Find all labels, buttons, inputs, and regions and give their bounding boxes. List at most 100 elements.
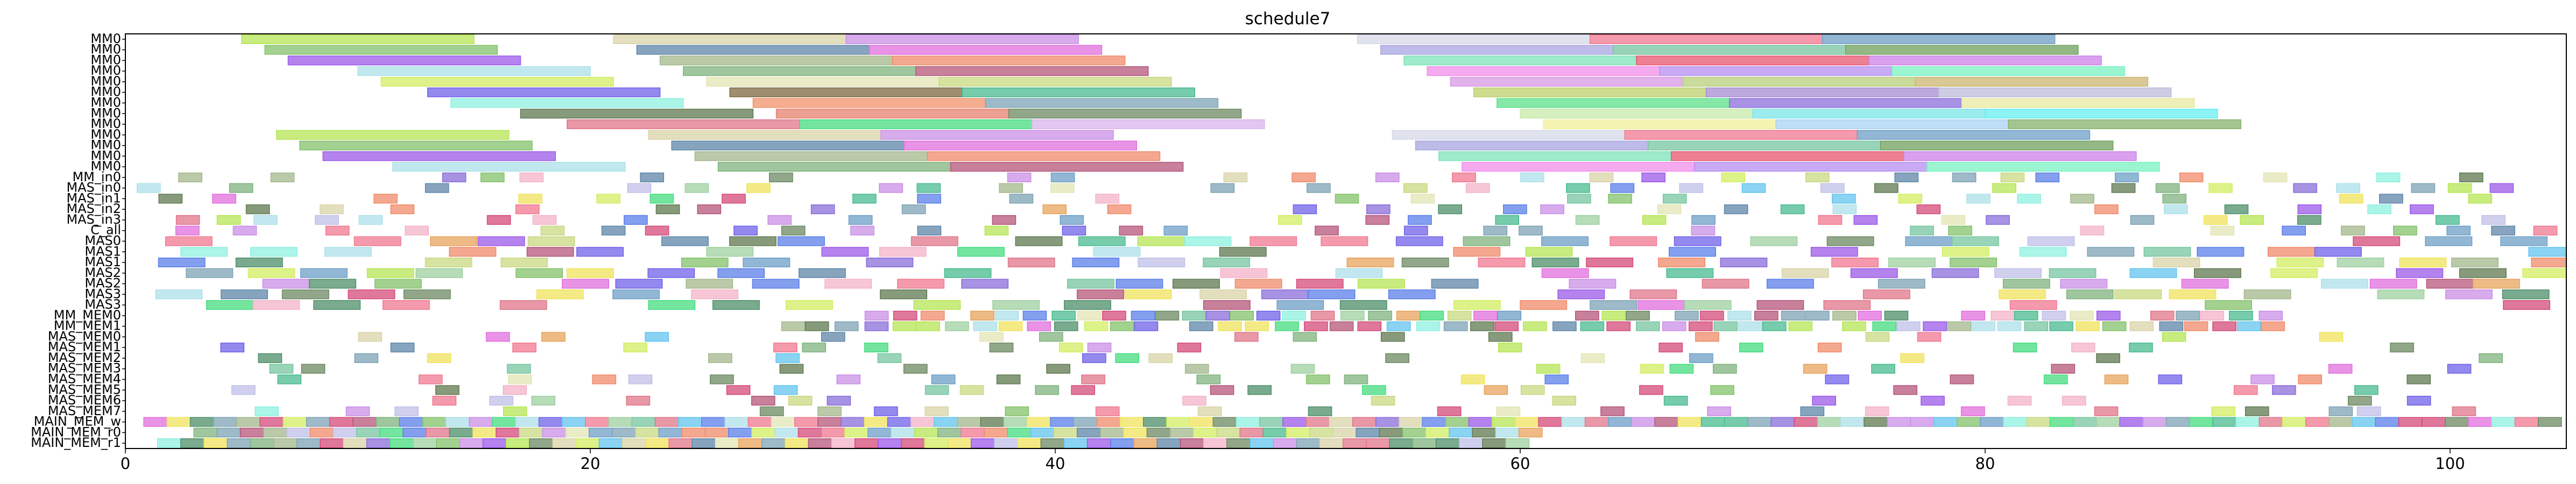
task-bar [1003,417,1028,427]
task-bar [379,428,404,438]
task-bar [1182,310,1206,321]
task-bar [1754,310,1779,321]
task-bar [2435,215,2460,225]
y-tick-label: MAS_MEM5 [48,382,121,397]
task-bar [394,406,419,416]
task-bar [425,257,472,268]
task-bar [1818,215,1843,225]
y-tick-label: MAS_MEM0 [48,329,121,344]
task-bar [1896,321,1921,331]
task-bar [1669,364,1694,374]
task-bar [418,374,443,385]
task-bar [1541,268,1589,278]
task-bar [2367,204,2391,215]
task-bar [729,87,963,97]
task-bar [985,98,1219,108]
task-bar [613,34,846,44]
task-bar [1805,310,1830,321]
task-bar [2377,289,2425,300]
task-bar [405,225,429,236]
task-bar [1961,98,2195,108]
task-bar [1637,300,1685,310]
task-bar [864,417,888,427]
task-bar [1729,98,1963,108]
task-bar [873,406,898,416]
task-bar [1552,395,1577,406]
task-bar [541,332,566,342]
task-bar [496,428,520,438]
x-axis: 0 20 40 60 80 100 [121,449,2465,473]
task-bar [2080,225,2105,236]
task-bar [1395,236,1443,246]
task-bar [220,343,245,353]
task-bar [2250,374,2275,385]
task-bar [258,353,283,364]
task-bar [2162,194,2187,204]
task-bar [1182,395,1206,406]
task-bar [1184,236,1232,246]
task-bar [914,428,938,438]
task-bar [2259,310,2283,321]
task-bar [566,268,614,278]
task-bar [180,247,228,257]
task-bar [1589,34,1823,44]
task-bar [821,332,845,342]
task-bar [640,172,665,182]
task-bar [1062,225,1086,236]
task-bar [834,321,859,331]
task-bar [1494,321,1519,331]
task-bar [1991,310,2015,321]
task-bar [2336,183,2360,193]
task-bar [1677,417,1702,427]
task-bar [193,428,218,438]
task-bar [1063,300,1111,310]
task-bar [1005,406,1029,416]
task-bar [1822,34,2056,44]
task-bar [2049,268,2097,278]
task-bar [2129,321,2154,331]
task-bar [1903,151,2137,161]
task-bar [315,215,339,225]
task-bar [1923,321,1947,331]
task-bar [526,247,574,257]
task-bar [2282,417,2306,427]
task-bar [1947,321,1972,331]
task-bar [1905,236,1953,246]
task-bar [901,438,926,449]
task-bar [232,225,257,236]
task-bar [241,34,475,44]
task-bar [2489,183,2514,193]
task-bar [264,45,498,55]
task-bar [1095,406,1120,416]
task-bar [1148,353,1173,364]
task-bar [717,162,951,172]
task-bar [1820,183,1845,193]
task-bar [1340,310,1365,321]
task-bar [957,247,1005,257]
task-bar [515,417,540,427]
task-bar [1590,300,1637,310]
task-bar [661,236,709,246]
task-bar [357,66,591,76]
task-bar [1858,310,1882,321]
task-bar [322,151,556,161]
task-bar [426,428,450,438]
y-tick-label: MAS_MEM6 [48,393,121,408]
task-bar [2452,406,2476,416]
task-bar [1999,289,2046,300]
task-bar [996,374,1021,385]
task-bar [1007,257,1055,268]
task-bar [804,321,829,331]
task-bar [1674,236,1721,246]
task-bar [1058,343,1083,353]
task-bar [157,438,181,449]
task-bar [864,343,888,353]
task-bar [1259,417,1283,427]
task-bar [505,438,530,449]
task-bar [635,428,659,438]
task-bar [1380,332,1405,342]
task-bar [1468,417,1493,427]
task-bar [281,289,329,300]
task-bar [1262,428,1287,438]
task-bar [2066,289,2114,300]
